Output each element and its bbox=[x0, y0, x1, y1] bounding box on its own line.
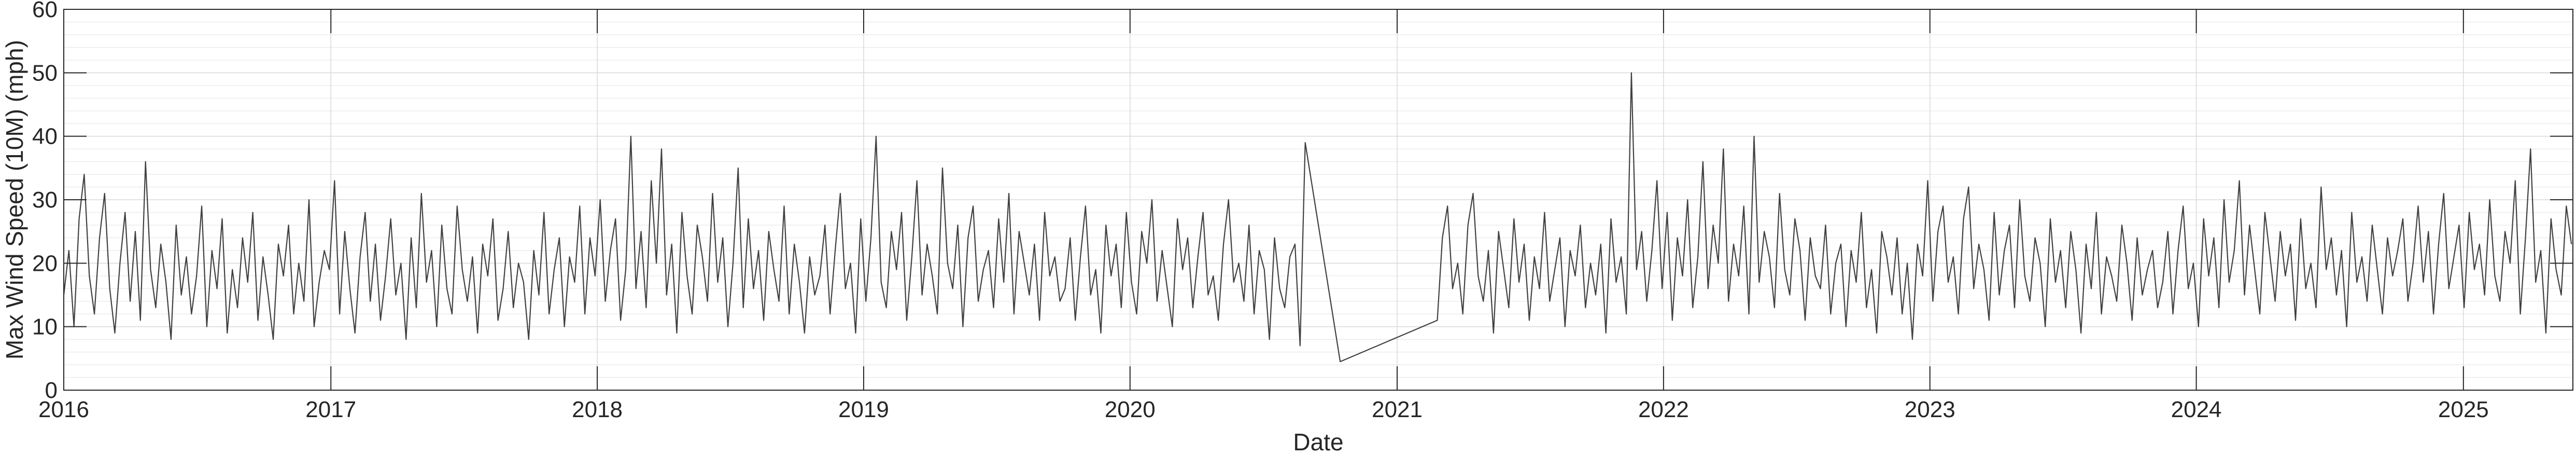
x-tick-label: 2024 bbox=[2171, 397, 2222, 422]
tick-marks bbox=[63, 9, 2573, 391]
y-tick-label: 10 bbox=[32, 314, 58, 340]
x-tick-label: 2017 bbox=[305, 397, 356, 422]
major-grid bbox=[64, 9, 2573, 390]
x-tick-label: 2020 bbox=[1105, 397, 1156, 422]
y-tick-label: 50 bbox=[32, 60, 58, 86]
x-tick-label: 2023 bbox=[1905, 397, 1955, 422]
x-tick-labels: 2016 2017 2018 2019 2020 2021 2022 2023 2024 2025 bbox=[38, 397, 2489, 422]
x-tick-label: 2019 bbox=[838, 397, 889, 422]
x-tick-label: 2016 bbox=[38, 397, 89, 422]
x-tick-label: 2025 bbox=[2438, 397, 2489, 422]
x-tick-label: 2022 bbox=[1638, 397, 1689, 422]
y-tick-label: 30 bbox=[32, 187, 58, 213]
y-tick-label: 60 bbox=[32, 0, 58, 22]
minor-grid bbox=[64, 21, 2573, 378]
y-tick-label: 40 bbox=[32, 124, 58, 149]
x-axis-title: Date bbox=[1293, 429, 1343, 455]
y-tick-label: 20 bbox=[32, 251, 58, 276]
y-tick-label: 0 bbox=[45, 378, 58, 403]
series-line bbox=[63, 72, 2572, 363]
y-tick-labels: 0 10 20 30 40 50 60 bbox=[32, 0, 58, 403]
x-tick-label: 2018 bbox=[572, 397, 623, 422]
series-group bbox=[63, 72, 2572, 363]
y-axis-title: Max Wind Speed (10M) (mph) bbox=[1, 40, 28, 360]
x-tick-label: 2021 bbox=[1372, 397, 1423, 422]
